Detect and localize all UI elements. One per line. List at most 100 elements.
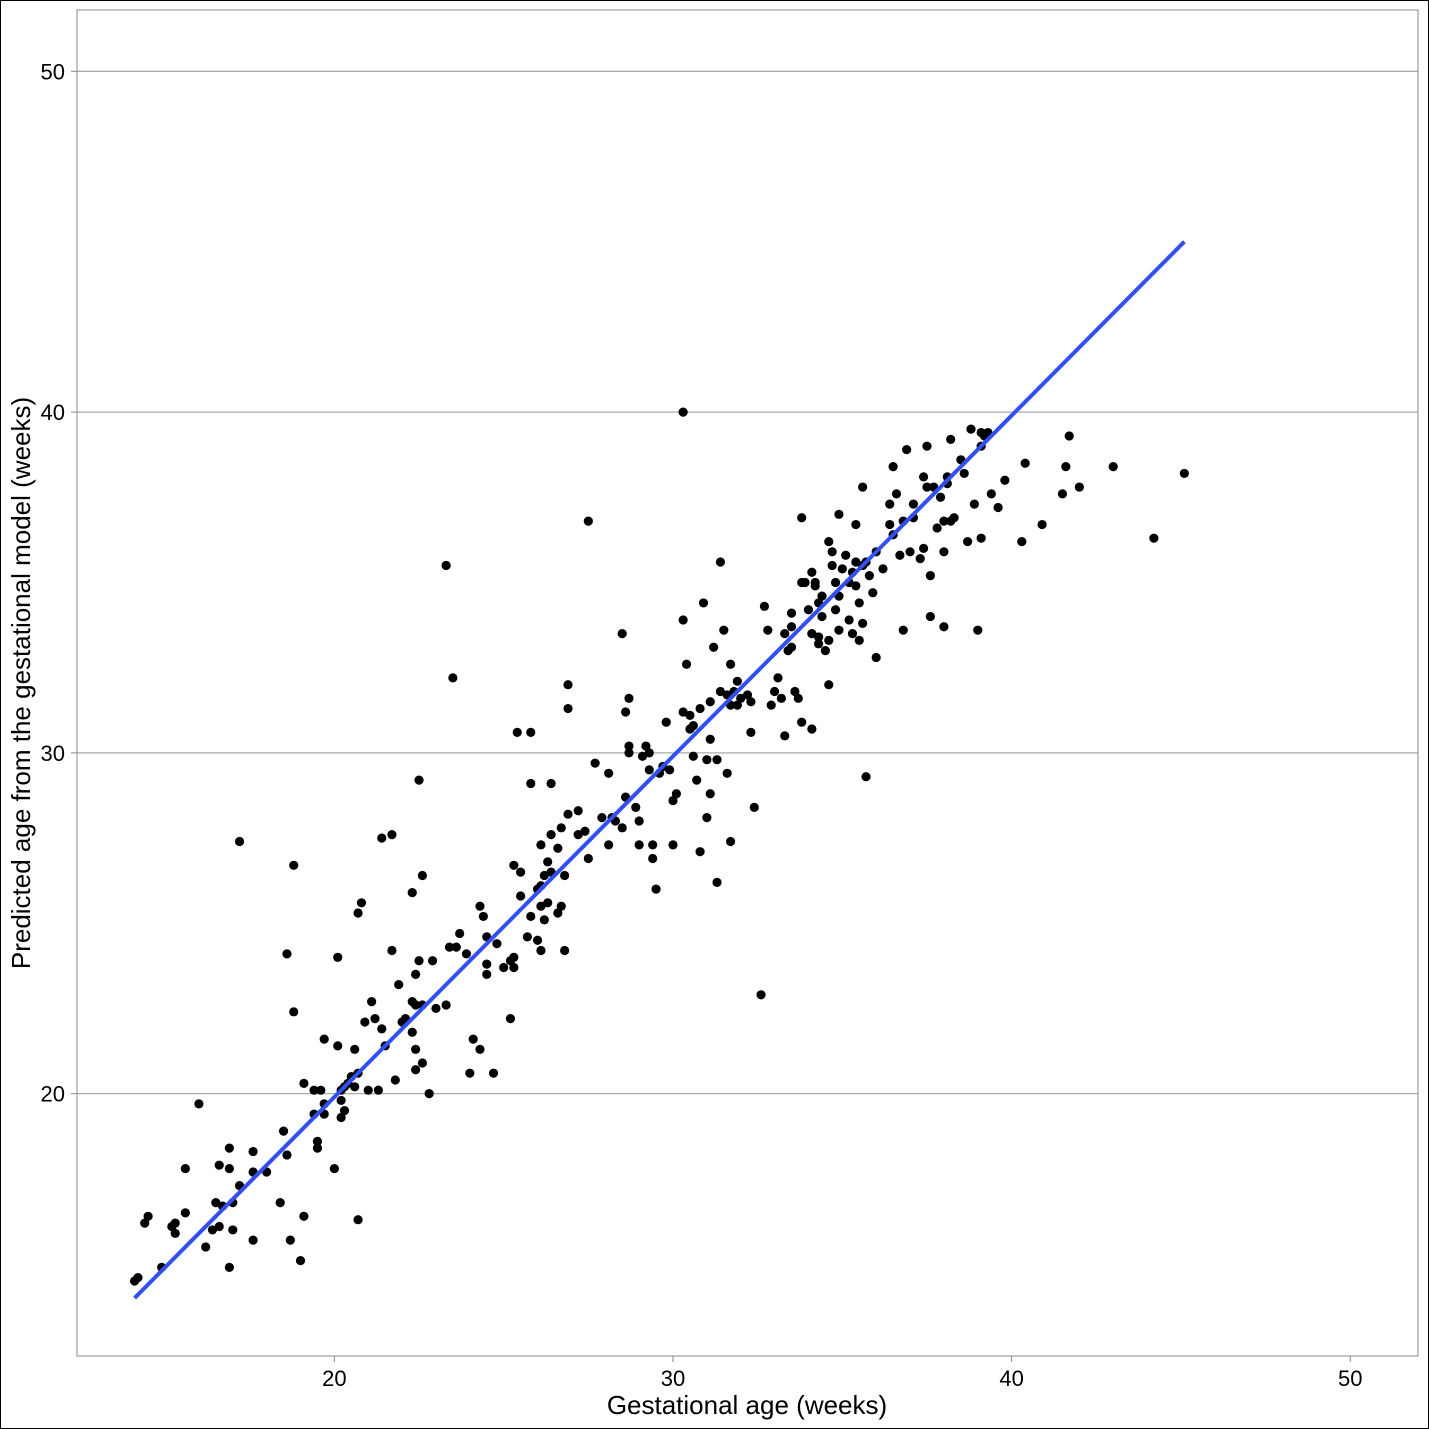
data-point-305 xyxy=(966,424,976,434)
data-point-286 xyxy=(918,543,929,554)
data-point-225 xyxy=(797,717,807,727)
data-point-94 xyxy=(461,949,472,959)
data-point-287 xyxy=(922,482,932,492)
data-point-104 xyxy=(492,939,502,949)
data-point-277 xyxy=(895,550,905,560)
data-point-74 xyxy=(407,887,417,898)
data-point-267 xyxy=(864,571,875,581)
data-point-172 xyxy=(668,840,678,850)
y-axis-title: Predicted age from the gestational model… xyxy=(6,397,36,969)
data-point-288 xyxy=(922,441,932,451)
data-point-279 xyxy=(898,625,908,635)
data-point-263 xyxy=(858,482,868,492)
data-point-7 xyxy=(170,1228,180,1238)
data-point-209 xyxy=(749,802,759,812)
x-tick-label-30: 30 xyxy=(661,1366,685,1391)
data-point-283 xyxy=(908,499,919,509)
data-point-48 xyxy=(336,1112,346,1123)
data-point-57 xyxy=(353,908,363,918)
data-point-82 xyxy=(417,1058,428,1068)
data-point-80 xyxy=(414,775,424,785)
data-point-317 xyxy=(1017,536,1027,547)
data-point-187 xyxy=(702,755,712,765)
data-point-322 xyxy=(1064,431,1074,441)
data-point-6 xyxy=(170,1218,180,1228)
data-point-103 xyxy=(488,1068,499,1078)
data-point-211 xyxy=(759,601,770,611)
data-point-155 xyxy=(624,748,634,758)
data-point-273 xyxy=(885,499,895,509)
data-point-188 xyxy=(705,734,715,744)
data-point-61 xyxy=(367,997,377,1007)
data-point-166 xyxy=(648,853,658,864)
data-point-153 xyxy=(620,707,631,717)
data-point-46 xyxy=(336,1095,346,1106)
x-tick-label-50: 50 xyxy=(1338,1366,1362,1391)
data-point-192 xyxy=(712,877,722,887)
data-point-295 xyxy=(939,622,949,632)
data-point-119 xyxy=(532,935,543,945)
data-point-185 xyxy=(698,598,709,608)
data-point-115 xyxy=(526,911,536,922)
data-point-131 xyxy=(553,843,563,853)
data-point-230 xyxy=(807,628,817,639)
data-point-242 xyxy=(824,680,834,690)
data-point-174 xyxy=(671,789,681,799)
data-point-102 xyxy=(482,969,492,979)
data-point-70 xyxy=(394,979,404,990)
data-point-310 xyxy=(976,533,986,543)
data-point-11 xyxy=(201,1242,211,1252)
data-point-112 xyxy=(516,867,526,877)
data-point-157 xyxy=(624,741,634,751)
data-point-249 xyxy=(834,625,844,635)
y-tick-label-20: 20 xyxy=(41,1082,65,1107)
data-point-27 xyxy=(275,1198,285,1208)
data-point-38 xyxy=(312,1136,323,1146)
data-point-148 xyxy=(604,768,614,778)
data-point-18 xyxy=(224,1163,234,1174)
y-tick-label-30: 30 xyxy=(41,741,65,766)
data-point-304 xyxy=(963,536,973,547)
data-point-224 xyxy=(793,693,803,703)
data-point-139 xyxy=(563,809,573,819)
data-point-251 xyxy=(837,564,847,574)
axis-ticks: 20 30 40 50 20 30 40 50 xyxy=(41,59,1363,1391)
data-point-316 xyxy=(678,407,688,417)
data-point-206 xyxy=(742,690,753,700)
data-point-199 xyxy=(725,836,736,847)
data-point-232 xyxy=(807,724,817,734)
data-point-134 xyxy=(556,901,566,911)
data-point-35 xyxy=(299,1078,309,1088)
data-point-53 xyxy=(350,1044,360,1054)
data-point-91 xyxy=(448,673,458,683)
data-point-138 xyxy=(563,703,573,714)
data-point-294 xyxy=(939,516,949,526)
data-point-98 xyxy=(475,1044,485,1054)
data-point-299 xyxy=(946,434,956,444)
data-point-111 xyxy=(512,727,522,738)
data-point-113 xyxy=(516,891,526,901)
data-point-208 xyxy=(746,727,756,738)
data-point-123 xyxy=(536,945,546,956)
data-point-69 xyxy=(390,1075,400,1085)
data-point-314 xyxy=(993,502,1003,513)
data-point-28 xyxy=(282,1150,292,1160)
data-point-268 xyxy=(868,588,878,598)
data-point-165 xyxy=(648,840,658,850)
data-point-101 xyxy=(482,959,492,969)
data-point-60 xyxy=(363,1085,373,1095)
data-point-54 xyxy=(350,1082,360,1092)
data-point-32 xyxy=(289,1007,299,1017)
data-points xyxy=(129,407,1189,1286)
y-tick-label-40: 40 xyxy=(41,400,65,425)
data-point-45 xyxy=(333,1041,343,1051)
data-point-8 xyxy=(180,1208,190,1218)
data-point-31 xyxy=(289,860,299,870)
data-point-254 xyxy=(844,615,854,625)
data-point-1 xyxy=(133,1273,143,1283)
data-point-142 xyxy=(580,826,590,836)
data-point-33 xyxy=(295,1255,306,1266)
data-point-140 xyxy=(573,806,583,816)
data-point-9 xyxy=(180,1163,190,1174)
data-point-194 xyxy=(715,686,726,697)
